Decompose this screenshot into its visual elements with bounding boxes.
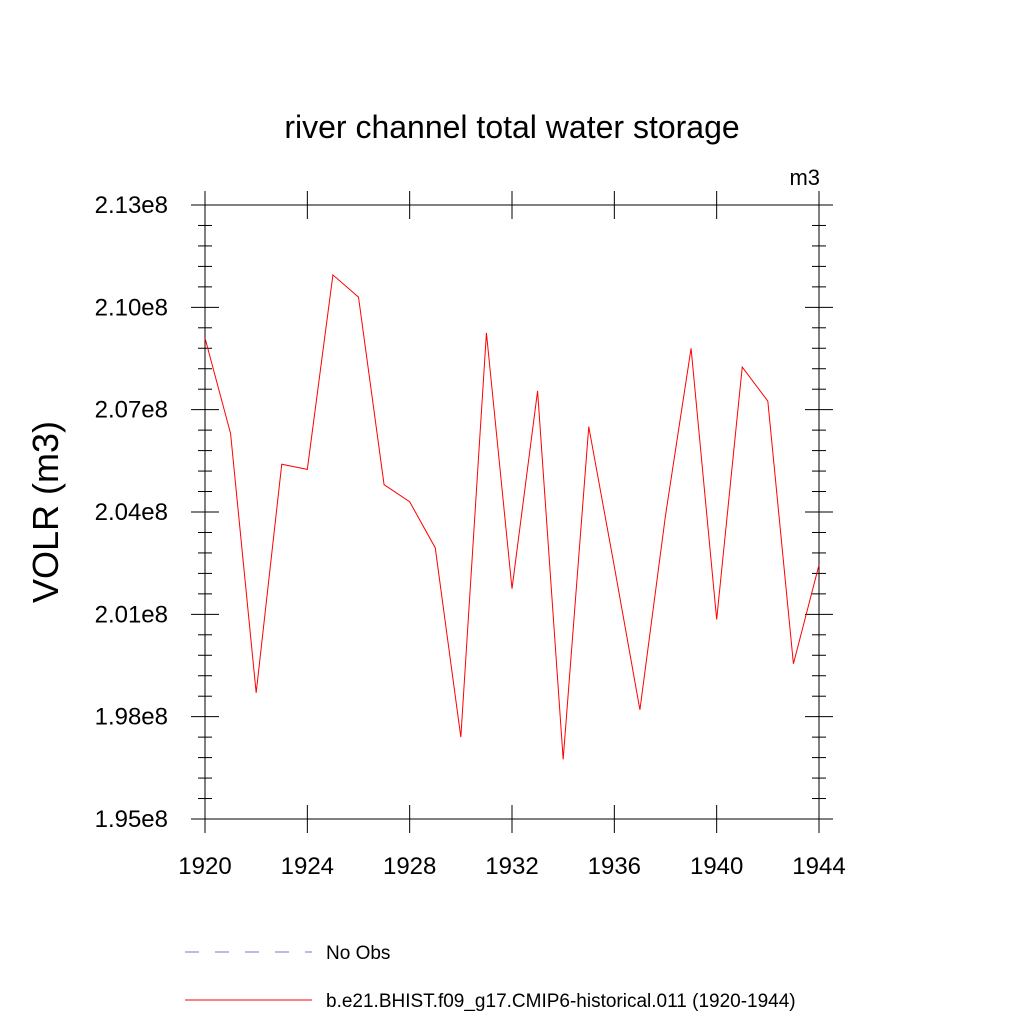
y-tick-label: 2.01e8 bbox=[95, 601, 168, 628]
legend-label: b.e21.BHIST.f09_g17.CMIP6-historical.011… bbox=[326, 991, 796, 1012]
units-label: m3 bbox=[789, 165, 820, 190]
data-point bbox=[383, 484, 385, 486]
x-tick-label: 1944 bbox=[792, 853, 845, 880]
data-point bbox=[639, 709, 641, 711]
y-tick-label: 2.07e8 bbox=[95, 397, 168, 424]
x-tick-label: 1936 bbox=[588, 853, 641, 880]
data-point bbox=[511, 588, 513, 590]
y-tick-label: 1.95e8 bbox=[95, 806, 168, 833]
axis-ticks bbox=[191, 191, 833, 833]
data-point bbox=[588, 426, 590, 428]
x-tick-label: 1932 bbox=[485, 853, 538, 880]
data-point bbox=[818, 564, 820, 566]
data-point bbox=[460, 736, 462, 738]
data-point bbox=[664, 514, 666, 516]
legend: No Obs b.e21.BHIST.f09_g17.CMIP6-historic… bbox=[185, 943, 796, 1012]
data-point bbox=[613, 565, 615, 567]
data-point bbox=[792, 663, 794, 665]
plot-frame bbox=[204, 204, 820, 820]
data-point bbox=[715, 618, 717, 620]
data-point bbox=[204, 337, 206, 339]
data-point bbox=[306, 468, 308, 470]
y-axis-label: VOLR (m3) bbox=[25, 421, 66, 603]
data-point bbox=[332, 274, 334, 276]
data-point bbox=[434, 547, 436, 549]
x-tick-label: 1920 bbox=[178, 853, 231, 880]
series-lines bbox=[204, 273, 820, 760]
data-point bbox=[281, 463, 283, 465]
series-line bbox=[204, 273, 820, 760]
data-point bbox=[357, 296, 359, 298]
chart-title: river channel total water storage bbox=[284, 109, 739, 145]
x-tick-label: 1928 bbox=[383, 853, 436, 880]
data-point bbox=[255, 692, 257, 694]
y-tick-label: 1.98e8 bbox=[95, 704, 168, 731]
data-point bbox=[562, 758, 564, 760]
data-point bbox=[229, 432, 231, 434]
tick-labels: 1920 1924 1928 1932 1936 1940 1944 1.95e8 1.98e8… bbox=[95, 192, 846, 880]
data-point bbox=[767, 400, 769, 402]
y-tick-label: 2.04e8 bbox=[95, 499, 168, 526]
legend-label: No Obs bbox=[326, 943, 390, 964]
data-point bbox=[536, 390, 538, 392]
y-tick-label: 2.13e8 bbox=[95, 192, 168, 219]
data-point bbox=[408, 501, 410, 503]
data-point bbox=[485, 332, 487, 334]
data-point bbox=[741, 366, 743, 368]
x-tick-label: 1940 bbox=[690, 853, 743, 880]
x-tick-label: 1924 bbox=[281, 853, 334, 880]
data-point bbox=[690, 347, 692, 349]
y-tick-label: 2.10e8 bbox=[95, 294, 168, 321]
